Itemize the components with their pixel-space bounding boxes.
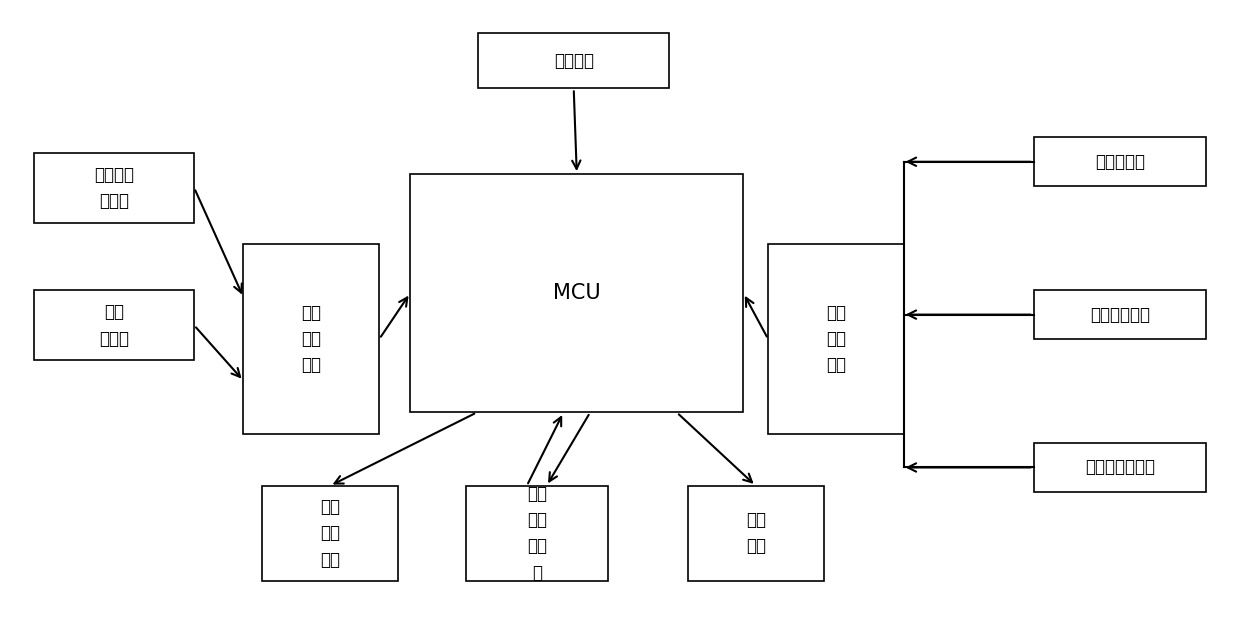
FancyBboxPatch shape [33,290,195,360]
FancyBboxPatch shape [1033,443,1207,492]
FancyBboxPatch shape [466,486,608,581]
Text: MCU: MCU [553,283,600,303]
FancyBboxPatch shape [262,486,398,581]
FancyBboxPatch shape [410,174,744,412]
Text: 执行
信号
输出: 执行 信号 输出 [320,498,340,569]
Text: 信号
放大
电路: 信号 放大 电路 [826,304,846,375]
FancyBboxPatch shape [768,244,904,434]
Text: 电流
互感器: 电流 互感器 [99,303,129,347]
FancyBboxPatch shape [33,152,195,223]
Text: 温度传感器: 温度传感器 [1095,153,1145,171]
Text: 浸水报警传感器: 浸水报警传感器 [1085,458,1154,476]
FancyBboxPatch shape [688,486,823,581]
Text: 触摸
屏显
示模
块: 触摸 屏显 示模 块 [527,484,547,582]
Text: 信号
放大
电路: 信号 放大 电路 [301,304,321,375]
FancyBboxPatch shape [1033,138,1207,186]
Text: 电压采集模块: 电压采集模块 [1090,305,1149,323]
FancyBboxPatch shape [479,33,670,88]
Text: 通信
模块: 通信 模块 [745,511,766,555]
Text: 剩余电流
互感器: 剩余电流 互感器 [94,165,134,210]
FancyBboxPatch shape [243,244,379,434]
FancyBboxPatch shape [1033,290,1207,339]
Text: 电源模块: 电源模块 [554,52,594,70]
